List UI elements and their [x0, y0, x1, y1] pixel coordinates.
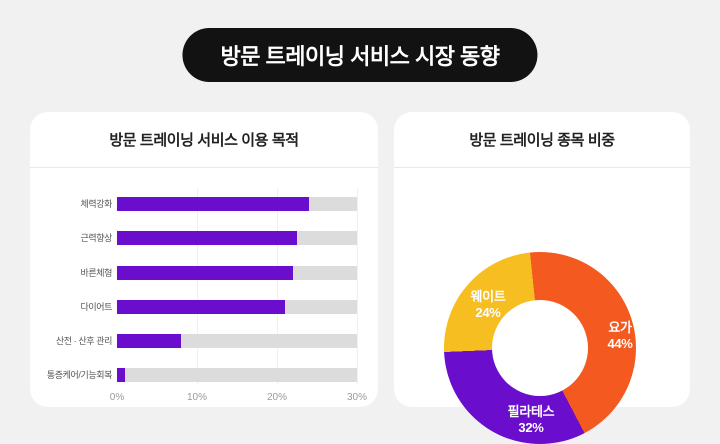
- page-title-pill: 방문 트레이닝 서비스 시장 동향: [182, 28, 538, 82]
- bar-fill: [117, 197, 309, 211]
- bar-track: [117, 266, 357, 280]
- slice-value: 24%: [475, 305, 501, 320]
- slice-name: 요가: [608, 320, 632, 335]
- donut-hole: [492, 300, 588, 396]
- bar-category-label: 산전 · 산후 관리: [55, 336, 113, 346]
- x-tick-label: 20%: [266, 392, 287, 403]
- x-tick-label: 30%: [346, 392, 367, 403]
- bar-fill: [117, 300, 285, 314]
- page-title: 방문 트레이닝 서비스 시장 동향: [220, 44, 500, 69]
- slice-value: 44%: [607, 336, 633, 351]
- category-share-card-title: 방문 트레이닝 종목 비중: [394, 112, 690, 168]
- bar-category-label: 근력향상: [80, 233, 112, 243]
- bar-track: [117, 334, 357, 348]
- bar-track: [117, 197, 357, 211]
- bar-category-label: 바른체형: [80, 268, 112, 278]
- slice-name: 웨이트: [470, 289, 506, 304]
- gridline-30: [357, 188, 358, 384]
- gridline-20: [277, 188, 278, 384]
- slice-label-yoga: 요가 44%: [607, 320, 632, 352]
- bar-fill: [117, 266, 293, 280]
- bar-category-label: 체력강화: [80, 199, 112, 209]
- bar-fill: [117, 368, 125, 382]
- category-share-card: 방문 트레이닝 종목 비중 요가 44% 웨이트 24% 필라테스 32%: [394, 112, 690, 444]
- slice-value: 32%: [518, 420, 544, 435]
- bar-row: 근력향상: [30, 231, 378, 245]
- bar-category-label: 다이어트: [80, 302, 112, 312]
- bar-category-label: 통증케어/기능회복: [46, 370, 113, 380]
- bar-fill: [117, 231, 297, 245]
- slice-label-pilates: 필라테스 32%: [508, 404, 555, 436]
- bar-track: [117, 231, 357, 245]
- bar-row: 통증케어/기능회복: [30, 368, 378, 382]
- bar-row: 다이어트: [30, 300, 378, 314]
- bar-track: [117, 368, 357, 382]
- gridline-10: [197, 188, 198, 384]
- usage-purpose-card-title: 방문 트레이닝 서비스 이용 목적: [30, 112, 378, 168]
- x-tick-label: 10%: [186, 392, 207, 403]
- slice-label-weight: 웨이트 24%: [471, 289, 506, 321]
- bar-row: 바른체형: [30, 266, 378, 280]
- bar-track: [117, 300, 357, 314]
- bar-fill: [117, 334, 181, 348]
- bar-row: 산전 · 산후 관리: [30, 334, 378, 348]
- category-share-donut-chart: 요가 44% 웨이트 24% 필라테스 32%: [444, 252, 636, 444]
- x-tick-label: 0%: [109, 392, 125, 403]
- bar-row: 체력강화: [30, 197, 378, 211]
- slice-name: 필라테스: [507, 404, 555, 419]
